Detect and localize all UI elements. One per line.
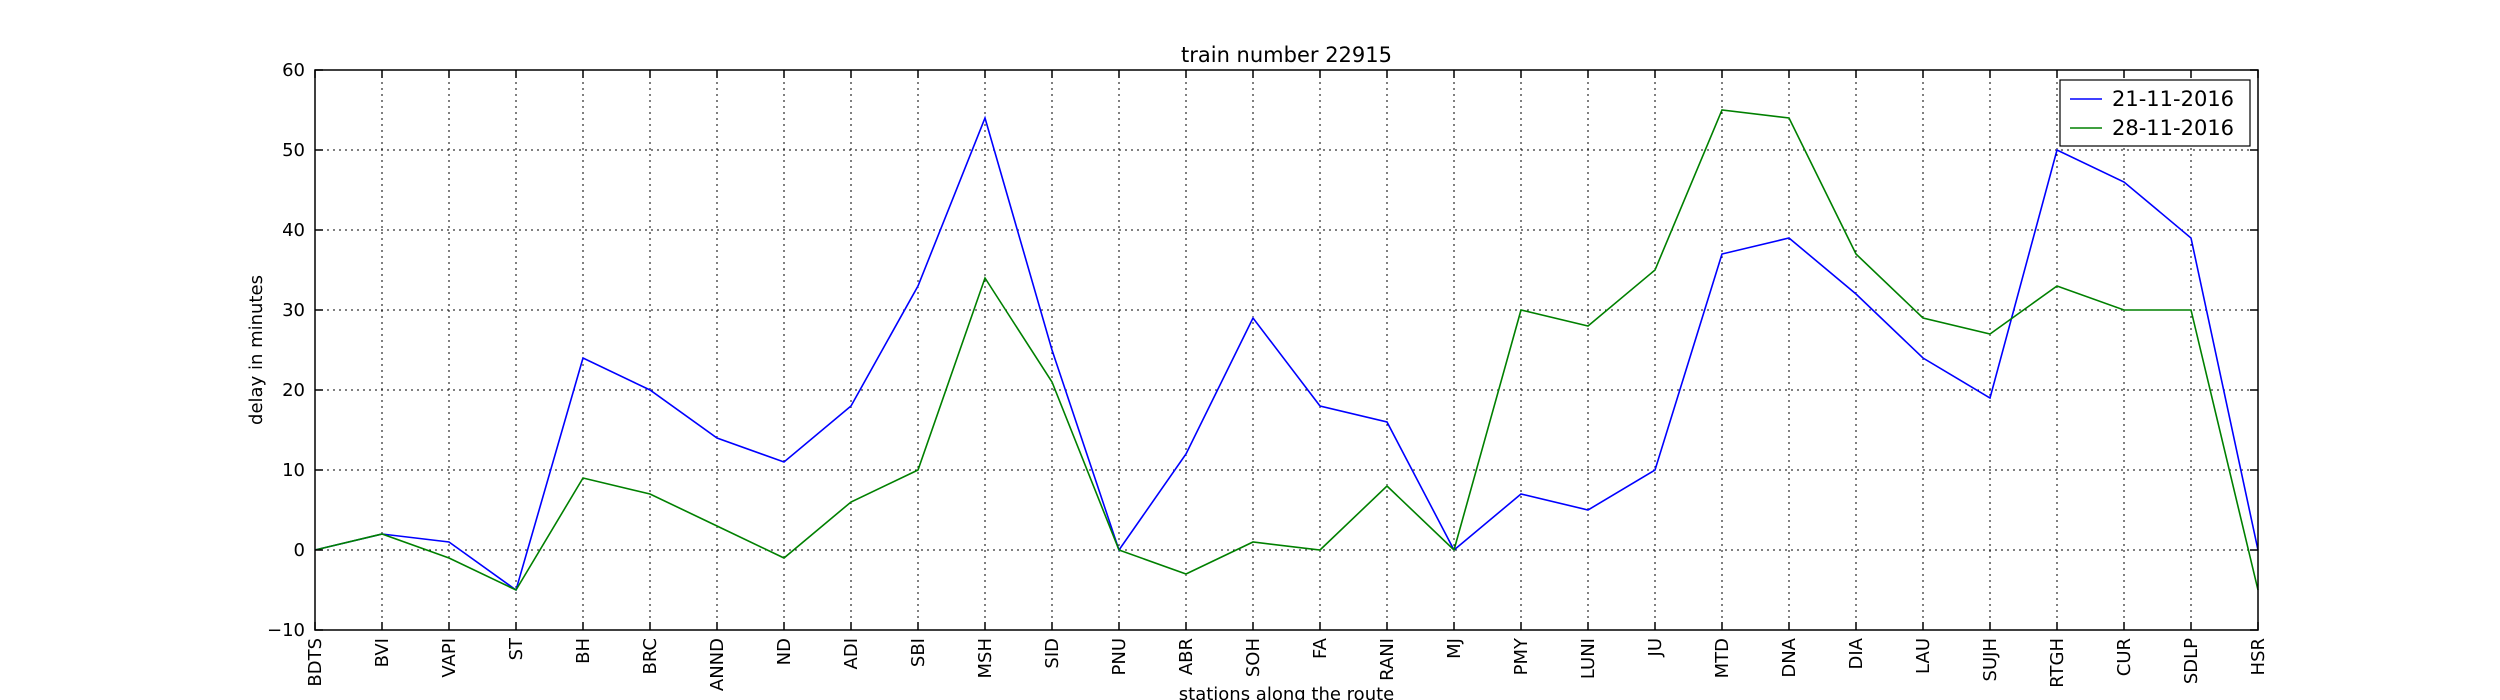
legend: 21-11-2016 28-11-2016 <box>2059 79 2251 147</box>
y-tick-label: 10 <box>282 460 305 481</box>
x-axis-ticks: BDTS BVI VAPI ST BH BRC ANND ND ADI SBI MSH SID PNU A… <box>305 70 2269 691</box>
x-tick-label: HSR <box>2248 638 2269 675</box>
y-axis-label: delay in minutes <box>246 275 267 425</box>
x-axis-label: stations along the route <box>1179 684 1394 700</box>
y-tick-label: 40 <box>282 220 305 241</box>
legend-label: 21-11-2016 <box>2112 87 2234 111</box>
series-line-2 <box>314 109 2259 592</box>
y-tick-label: 0 <box>294 540 305 561</box>
x-tick-label: RANI <box>1377 638 1398 681</box>
x-tick-label: PNU <box>1109 638 1130 676</box>
x-tick-label: SBI <box>908 638 929 667</box>
x-tick-label: ND <box>774 638 795 665</box>
x-tick-label: BVI <box>372 638 393 667</box>
x-tick-label: BDTS <box>305 638 326 687</box>
x-tick-label: FA <box>1310 637 1331 659</box>
x-tick-label: JU <box>1645 638 1666 657</box>
legend-label: 28-11-2016 <box>2112 116 2234 140</box>
x-tick-label: ST <box>506 637 527 660</box>
x-tick-label: MJ <box>1444 638 1465 659</box>
series-line-1 <box>314 115 2259 592</box>
y-tick-label: 20 <box>282 380 305 401</box>
x-tick-label: SID <box>1042 638 1063 669</box>
x-tick-label: ANND <box>707 638 728 691</box>
x-tick-label: BH <box>573 638 594 664</box>
x-tick-label: SOH <box>1243 638 1264 677</box>
y-axis-ticks: −10 0 10 20 30 40 50 60 <box>267 60 2258 641</box>
x-tick-label: LAU <box>1913 638 1934 674</box>
y-tick-label: −10 <box>267 620 305 641</box>
x-tick-label: LUNI <box>1578 638 1599 679</box>
series-lines <box>314 109 2259 592</box>
y-tick-label: 30 <box>282 300 305 321</box>
x-tick-label: RTGH <box>2047 638 2068 688</box>
x-tick-label: SUJH <box>1980 638 2001 681</box>
legend-box <box>2059 79 2251 147</box>
x-tick-label: ABR <box>1176 638 1197 675</box>
x-tick-label: BRC <box>640 638 661 675</box>
x-tick-label: DIA <box>1846 637 1867 669</box>
x-tick-label: VAPI <box>439 638 460 678</box>
x-tick-label: ADI <box>841 638 862 669</box>
chart-title: train number 22915 <box>1181 43 1392 67</box>
x-tick-label: DNA <box>1779 637 1800 677</box>
x-tick-label: CUR <box>2114 638 2135 676</box>
x-tick-label: MSH <box>975 638 996 679</box>
y-tick-label: 50 <box>282 140 305 161</box>
x-tick-label: MTD <box>1712 638 1733 678</box>
y-tick-label: 60 <box>282 60 305 81</box>
x-tick-label: SDLP <box>2181 638 2202 684</box>
plot-frame <box>314 69 2259 631</box>
x-tick-label: PMY <box>1511 637 1532 675</box>
